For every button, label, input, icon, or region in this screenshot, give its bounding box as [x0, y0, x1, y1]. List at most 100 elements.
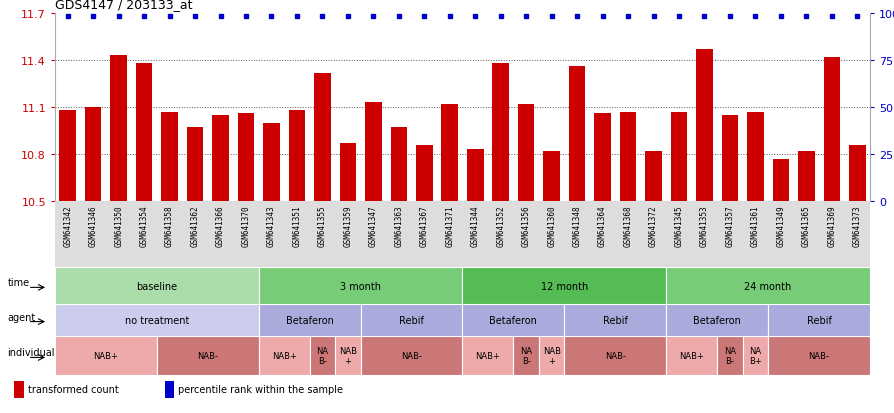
- Text: GSM641364: GSM641364: [597, 205, 606, 246]
- Text: GSM641346: GSM641346: [89, 205, 97, 246]
- Bar: [767, 336, 869, 375]
- Text: GSM641360: GSM641360: [546, 205, 555, 246]
- Bar: [360, 336, 462, 375]
- Text: GSM641344: GSM641344: [470, 205, 479, 246]
- Text: GSM641343: GSM641343: [266, 205, 275, 246]
- Text: Rebif: Rebif: [805, 315, 831, 325]
- Text: NA
B-: NA B-: [316, 346, 328, 366]
- Bar: [665, 304, 767, 336]
- Bar: [14, 381, 24, 398]
- Text: 12 month: 12 month: [540, 281, 587, 291]
- Bar: [360, 304, 462, 336]
- Text: 3 month: 3 month: [340, 281, 381, 291]
- Bar: [538, 336, 564, 375]
- Text: percentile rank within the sample: percentile rank within the sample: [178, 385, 342, 394]
- Text: individual: individual: [7, 347, 55, 357]
- Text: NA
B+: NA B+: [748, 346, 761, 366]
- Text: Rebif: Rebif: [399, 315, 424, 325]
- Text: Rebif: Rebif: [603, 315, 627, 325]
- Text: NAB+: NAB+: [93, 351, 118, 360]
- Bar: [161, 112, 178, 202]
- Text: GSM641351: GSM641351: [292, 205, 301, 246]
- Text: GSM641373: GSM641373: [852, 205, 861, 246]
- Text: transformed count: transformed count: [28, 385, 118, 394]
- Bar: [85, 108, 101, 202]
- Bar: [462, 304, 564, 336]
- Bar: [670, 112, 687, 202]
- Bar: [822, 58, 839, 202]
- Bar: [212, 116, 229, 202]
- Text: GSM641366: GSM641366: [215, 205, 224, 246]
- Bar: [258, 304, 360, 336]
- Text: NAB+: NAB+: [679, 351, 704, 360]
- Text: Betaferon: Betaferon: [489, 315, 536, 325]
- Bar: [543, 152, 560, 202]
- Text: NAB
+: NAB +: [339, 346, 357, 366]
- Bar: [55, 267, 258, 304]
- Bar: [59, 111, 76, 202]
- Bar: [492, 64, 509, 202]
- Bar: [513, 336, 538, 375]
- Bar: [258, 336, 309, 375]
- Bar: [390, 128, 407, 202]
- Bar: [55, 336, 156, 375]
- Text: GSM641354: GSM641354: [139, 205, 148, 246]
- Text: NAB-: NAB-: [401, 351, 422, 360]
- Bar: [564, 336, 665, 375]
- Text: GSM641368: GSM641368: [623, 205, 632, 246]
- Text: NAB+: NAB+: [272, 351, 296, 360]
- Bar: [564, 304, 665, 336]
- Text: GSM641357: GSM641357: [725, 205, 734, 246]
- Text: GSM641347: GSM641347: [368, 205, 377, 246]
- Bar: [518, 104, 534, 202]
- Bar: [665, 267, 869, 304]
- Bar: [309, 336, 334, 375]
- Bar: [314, 74, 330, 202]
- Text: GSM641358: GSM641358: [164, 205, 174, 246]
- Bar: [467, 150, 483, 202]
- Text: 24 month: 24 month: [744, 281, 791, 291]
- Text: NAB-: NAB-: [197, 351, 218, 360]
- Text: NA
B-: NA B-: [519, 346, 532, 366]
- Text: GSM641369: GSM641369: [826, 205, 835, 246]
- Text: GSM641355: GSM641355: [317, 205, 326, 246]
- Text: GSM641371: GSM641371: [445, 205, 454, 246]
- Bar: [136, 64, 152, 202]
- Bar: [742, 336, 767, 375]
- Text: GSM641365: GSM641365: [801, 205, 810, 246]
- Text: GDS4147 / 203133_at: GDS4147 / 203133_at: [55, 0, 192, 12]
- Bar: [721, 116, 738, 202]
- Text: NA
B-: NA B-: [723, 346, 735, 366]
- Text: GSM641361: GSM641361: [750, 205, 759, 246]
- Bar: [797, 152, 814, 202]
- Text: GSM641370: GSM641370: [241, 205, 250, 246]
- Bar: [187, 128, 203, 202]
- Bar: [716, 336, 742, 375]
- Text: agent: agent: [7, 312, 36, 322]
- Bar: [164, 381, 174, 398]
- Bar: [665, 336, 716, 375]
- Bar: [416, 145, 432, 202]
- Text: NAB-: NAB-: [604, 351, 625, 360]
- Bar: [258, 267, 462, 304]
- Bar: [594, 114, 611, 202]
- Bar: [339, 144, 356, 202]
- Text: GSM641345: GSM641345: [674, 205, 683, 246]
- Text: NAB+: NAB+: [475, 351, 500, 360]
- Bar: [441, 104, 458, 202]
- Text: GSM641363: GSM641363: [394, 205, 403, 246]
- Bar: [619, 112, 636, 202]
- Text: time: time: [7, 277, 30, 287]
- Text: Betaferon: Betaferon: [693, 315, 740, 325]
- Text: GSM641356: GSM641356: [521, 205, 530, 246]
- Bar: [772, 159, 789, 202]
- Bar: [334, 336, 360, 375]
- Bar: [156, 336, 258, 375]
- Bar: [289, 111, 305, 202]
- Text: NAB-: NAB-: [807, 351, 829, 360]
- Bar: [645, 152, 661, 202]
- Bar: [569, 67, 585, 202]
- Text: no treatment: no treatment: [124, 315, 189, 325]
- Bar: [462, 336, 513, 375]
- Bar: [55, 304, 258, 336]
